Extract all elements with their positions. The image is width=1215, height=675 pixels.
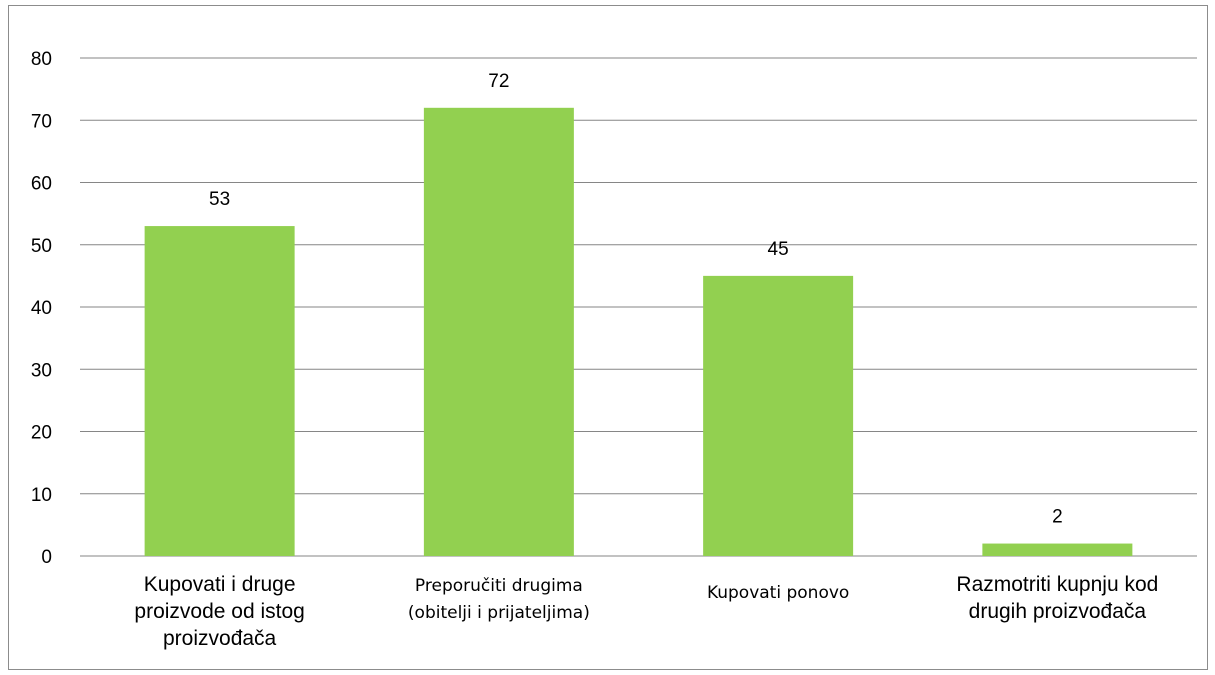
y-tick-label: 10 bbox=[31, 485, 52, 506]
y-tick-label: 20 bbox=[31, 423, 52, 444]
data-label: 72 bbox=[488, 71, 509, 92]
y-tick-label: 30 bbox=[31, 360, 52, 381]
x-category-label: Kupovati i druge bbox=[144, 573, 296, 596]
bar bbox=[703, 275, 854, 556]
data-label: 53 bbox=[209, 189, 230, 210]
y-tick-label: 0 bbox=[41, 547, 52, 568]
y-tick-label: 80 bbox=[31, 49, 52, 70]
x-category-label: (obitelji i prijateljima) bbox=[408, 603, 590, 623]
x-category-label: drugih proizvođača bbox=[969, 600, 1147, 623]
y-tick-label: 60 bbox=[31, 174, 52, 195]
y-tick-label: 70 bbox=[31, 111, 52, 132]
data-label: 45 bbox=[768, 239, 789, 260]
y-tick-label: 40 bbox=[31, 298, 52, 319]
bar bbox=[982, 543, 1133, 556]
bar bbox=[144, 226, 295, 556]
bar bbox=[423, 107, 574, 557]
x-category-label: proizvođača bbox=[163, 627, 277, 650]
x-category-label: Razmotriti kupnju kod bbox=[956, 573, 1158, 596]
x-category-label: Preporučiti drugima bbox=[415, 576, 583, 596]
y-tick-label: 50 bbox=[31, 236, 52, 257]
data-label: 2 bbox=[1052, 507, 1063, 528]
x-category-label: proizvode od istog bbox=[134, 600, 304, 623]
x-category-label: Kupovati ponovo bbox=[707, 583, 849, 603]
